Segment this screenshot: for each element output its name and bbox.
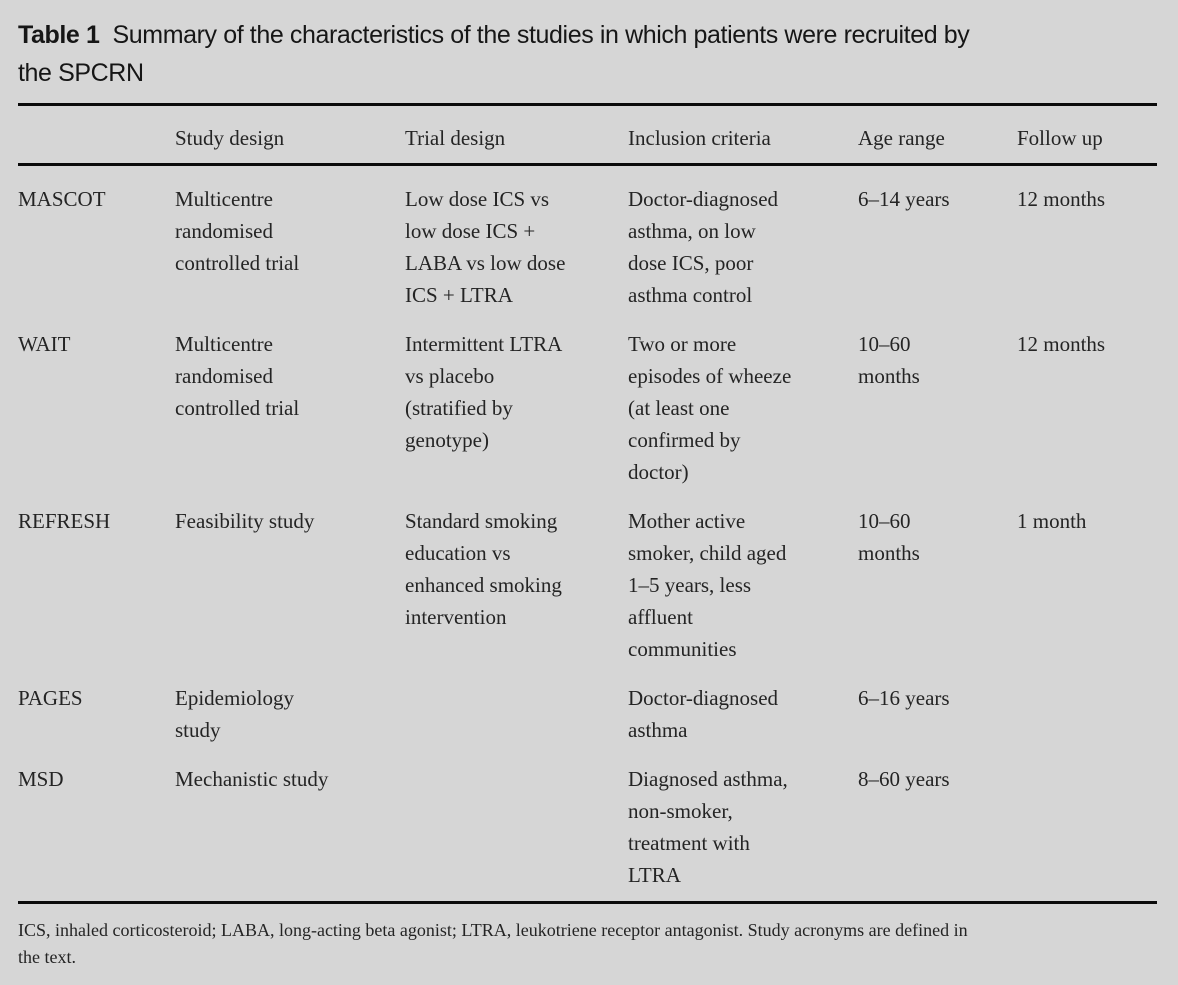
cell-age-range: 6–16 years [858, 686, 950, 710]
col-header-follow-up: Follow up [1017, 104, 1157, 166]
cell-inclusion-criteria: Doctor-diagnosed asthma, on low dose ICS… [628, 187, 779, 307]
cell-age-range: 6–14 years [858, 187, 950, 211]
cell-study: WAIT [18, 332, 71, 356]
table-caption: Summary of the characteristics of the st… [18, 21, 970, 87]
table-row: WAIT Multicentre randomised controlled tr… [18, 311, 1157, 488]
table-row: PAGES Epidemiology study Doctor-diagnosed … [18, 665, 1157, 746]
cell-study: MSD [18, 767, 64, 791]
table-number-label: Table 1 [18, 21, 100, 49]
col-header-study-name [18, 104, 175, 166]
cell-follow-up [1017, 746, 1157, 903]
cell-study: PAGES [18, 686, 83, 710]
cell-trial-design [405, 746, 628, 903]
cell-study-design: Multicentre randomised controlled trial [175, 187, 300, 275]
cell-study-design: Mechanistic study [175, 767, 329, 791]
col-header-inclusion-criteria: Inclusion criteria [628, 104, 858, 166]
cell-follow-up: 12 months [1017, 187, 1106, 211]
cell-age-range: 10–60 months [858, 509, 920, 565]
cell-study: MASCOT [18, 187, 106, 211]
col-header-trial-design: Trial design [405, 104, 628, 166]
cell-study: REFRESH [18, 509, 111, 533]
cell-follow-up: 1 month [1017, 509, 1087, 533]
table-row: MSD Mechanistic study Diagnosed asthma, no… [18, 746, 1157, 903]
cell-inclusion-criteria: Two or more episodes of wheeze (at least… [628, 332, 792, 484]
cell-inclusion-criteria: Doctor-diagnosed asthma [628, 686, 779, 742]
cell-age-range: 8–60 years [858, 767, 950, 791]
table-title: Table 1 Summary of the characteristics of… [18, 16, 1157, 92]
cell-trial-design [405, 665, 628, 746]
cell-study-design: Multicentre randomised controlled trial [175, 332, 300, 420]
table-row: REFRESH Feasibility study Standard smoking… [18, 488, 1157, 665]
table-footnote: ICS, inhaled corticosteroid; LABA, long-… [18, 920, 968, 967]
header-row: Study design Trial design Inclusion crit… [18, 104, 1157, 166]
cell-age-range: 10–60 months [858, 332, 920, 388]
cell-study-design: Epidemiology study [175, 686, 294, 742]
cell-trial-design: Intermittent LTRA vs placebo (stratified… [405, 332, 563, 452]
cell-trial-design: Low dose ICS vs low dose ICS + LABA vs l… [405, 187, 566, 307]
table-body: MASCOT Multicentre randomised controlled … [18, 165, 1157, 903]
cell-study-design: Feasibility study [175, 509, 315, 533]
table-header: Study design Trial design Inclusion crit… [18, 104, 1157, 166]
col-header-study-design: Study design [175, 104, 405, 166]
cell-inclusion-criteria: Mother active smoker, child aged 1–5 yea… [628, 509, 787, 661]
cell-follow-up [1017, 665, 1157, 746]
cell-inclusion-criteria: Diagnosed asthma, non-smoker, treatment … [628, 767, 788, 887]
studies-table: Study design Trial design Inclusion crit… [18, 103, 1157, 904]
cell-trial-design: Standard smoking education vs enhanced s… [405, 509, 562, 629]
col-header-age-range: Age range [858, 104, 1017, 166]
table-row: MASCOT Multicentre randomised controlled … [18, 165, 1157, 312]
cell-follow-up: 12 months [1017, 332, 1106, 356]
